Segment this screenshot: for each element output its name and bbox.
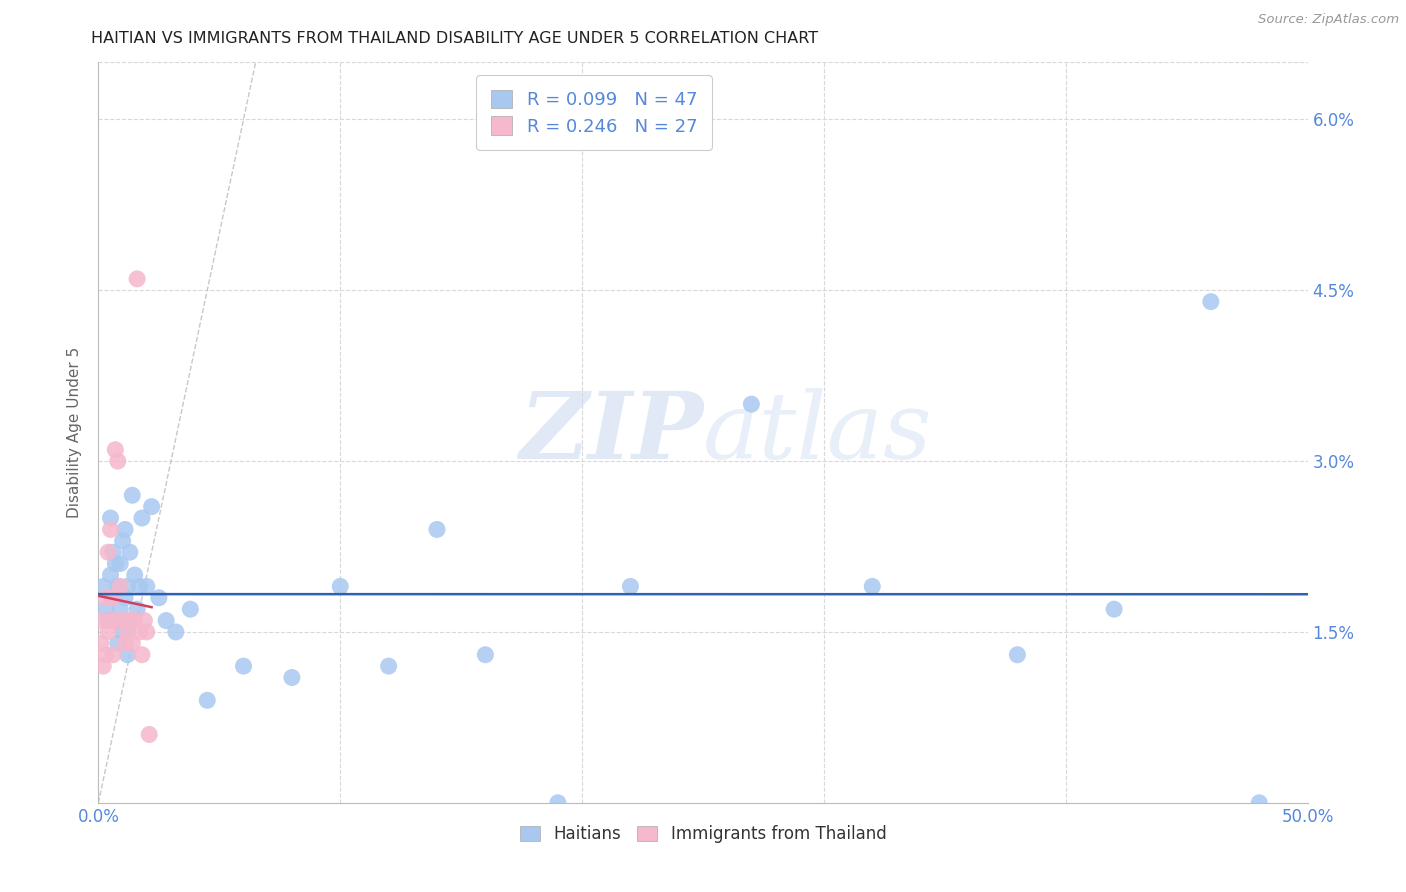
- Point: [104, 614, 127, 628]
- Point: [135, 579, 157, 593]
- Point: [94, 648, 117, 662]
- Point: [124, 568, 146, 582]
- Point: [104, 614, 127, 628]
- Point: [121, 636, 143, 650]
- Y-axis label: Disability Age Under 5: Disability Age Under 5: [67, 347, 83, 518]
- Point: [104, 557, 127, 571]
- Point: [131, 511, 153, 525]
- Point: [131, 648, 153, 662]
- Point: [117, 579, 139, 593]
- Point: [117, 624, 139, 639]
- Point: [281, 671, 304, 685]
- Point: [232, 659, 254, 673]
- Point: [128, 624, 150, 639]
- Text: HAITIAN VS IMMIGRANTS FROM THAILAND DISABILITY AGE UNDER 5 CORRELATION CHART: HAITIAN VS IMMIGRANTS FROM THAILAND DISA…: [91, 31, 818, 46]
- Point: [107, 636, 129, 650]
- Point: [118, 614, 141, 628]
- Point: [111, 533, 134, 548]
- Point: [619, 579, 641, 593]
- Point: [107, 454, 129, 468]
- Point: [94, 591, 117, 605]
- Point: [121, 488, 143, 502]
- Point: [97, 614, 120, 628]
- Point: [108, 602, 131, 616]
- Point: [107, 579, 129, 593]
- Point: [114, 523, 136, 537]
- Point: [94, 602, 117, 616]
- Point: [90, 614, 112, 628]
- Point: [179, 602, 201, 616]
- Point: [97, 624, 120, 639]
- Point: [426, 523, 449, 537]
- Point: [100, 523, 122, 537]
- Point: [165, 624, 187, 639]
- Point: [329, 579, 352, 593]
- Point: [740, 397, 762, 411]
- Point: [860, 579, 883, 593]
- Point: [134, 614, 156, 628]
- Point: [135, 624, 157, 639]
- Point: [127, 602, 149, 616]
- Point: [118, 614, 141, 628]
- Point: [101, 591, 124, 605]
- Text: Source: ZipAtlas.com: Source: ZipAtlas.com: [1258, 13, 1399, 27]
- Point: [101, 545, 124, 559]
- Point: [111, 624, 134, 639]
- Point: [111, 614, 134, 628]
- Point: [1007, 648, 1029, 662]
- Legend: Haitians, Immigrants from Thailand: Haitians, Immigrants from Thailand: [513, 819, 893, 850]
- Point: [108, 579, 131, 593]
- Point: [124, 614, 146, 628]
- Point: [114, 591, 136, 605]
- Point: [547, 796, 569, 810]
- Point: [1199, 294, 1222, 309]
- Point: [114, 636, 136, 650]
- Point: [90, 636, 112, 650]
- Point: [100, 568, 122, 582]
- Point: [104, 442, 127, 457]
- Point: [1102, 602, 1125, 616]
- Point: [377, 659, 399, 673]
- Point: [138, 727, 160, 741]
- Point: [141, 500, 163, 514]
- Point: [117, 648, 139, 662]
- Point: [91, 659, 114, 673]
- Point: [127, 272, 149, 286]
- Point: [97, 545, 120, 559]
- Point: [474, 648, 496, 662]
- Point: [101, 648, 124, 662]
- Point: [100, 614, 122, 628]
- Point: [155, 614, 177, 628]
- Point: [148, 591, 170, 605]
- Text: ZIP: ZIP: [519, 388, 703, 477]
- Point: [101, 591, 124, 605]
- Point: [128, 579, 150, 593]
- Point: [1249, 796, 1271, 810]
- Point: [91, 579, 114, 593]
- Point: [100, 511, 122, 525]
- Point: [118, 545, 141, 559]
- Text: atlas: atlas: [703, 388, 932, 477]
- Point: [195, 693, 218, 707]
- Point: [108, 557, 131, 571]
